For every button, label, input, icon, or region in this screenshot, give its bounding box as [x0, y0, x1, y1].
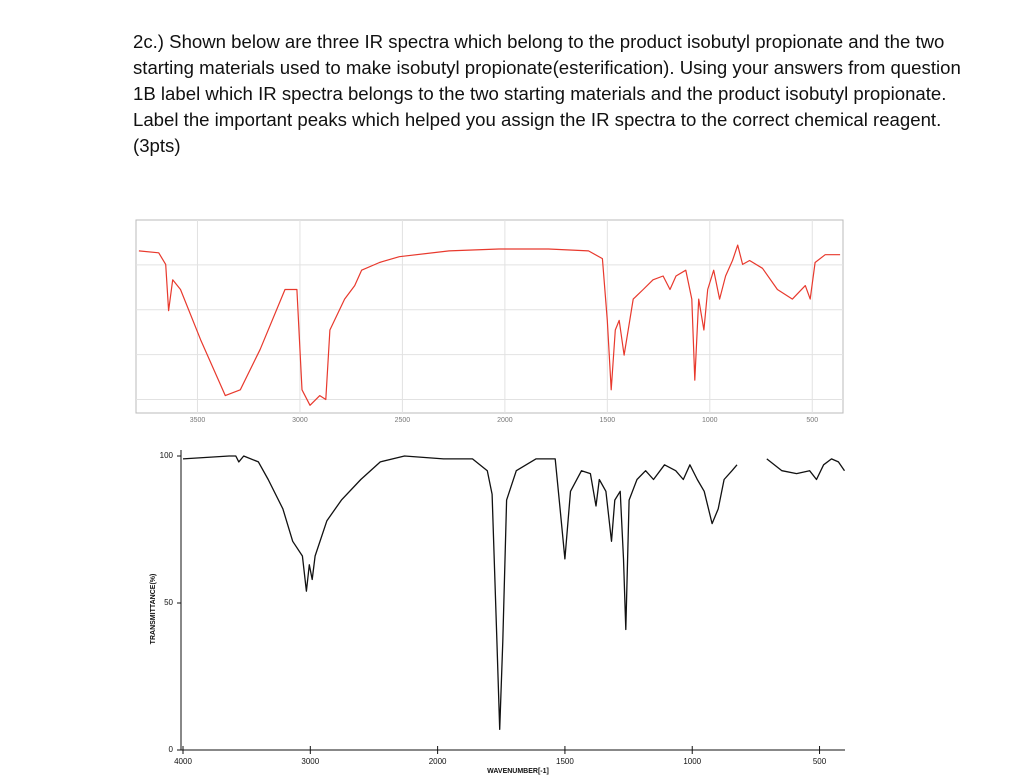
x-tick-label: 2000 — [429, 757, 447, 766]
x-tick-label: 2000 — [497, 417, 513, 424]
x-tick-label: 2500 — [395, 417, 411, 424]
y-tick-label: 0 — [169, 745, 174, 754]
x-axis-label: WAVENUMBER[-1] — [487, 768, 549, 775]
x-tick-label: 500 — [813, 757, 827, 766]
plot-frame — [135, 219, 844, 414]
paragraph: (3pts) — [133, 135, 181, 156]
paragraph: 2c.) Shown below are three IR spectra wh… — [133, 31, 961, 104]
x-tick-label: 3000 — [301, 757, 319, 766]
x-tick-label: 1000 — [683, 757, 701, 766]
x-tick-label: 1000 — [702, 417, 718, 424]
x-tick-label: 3000 — [292, 417, 308, 424]
spectrum — [182, 455, 846, 731]
spectrum — [138, 244, 841, 406]
y-tick-label: 50 — [164, 598, 173, 607]
y-axis-label: TRANSMITTANCE(%) — [150, 574, 157, 645]
x-tick-label: 1500 — [556, 757, 574, 766]
paragraph: Label the important peaks which helped y… — [133, 109, 942, 130]
x-tick-label: 500 — [806, 417, 818, 424]
x-tick-label: 1500 — [600, 417, 616, 424]
question: 2c.) Shown below are three IR spectra wh… — [133, 29, 973, 159]
y-tick-label: 100 — [160, 451, 174, 460]
x-tick-label: 3500 — [190, 417, 206, 424]
x-tick-label: 4000 — [174, 757, 192, 766]
